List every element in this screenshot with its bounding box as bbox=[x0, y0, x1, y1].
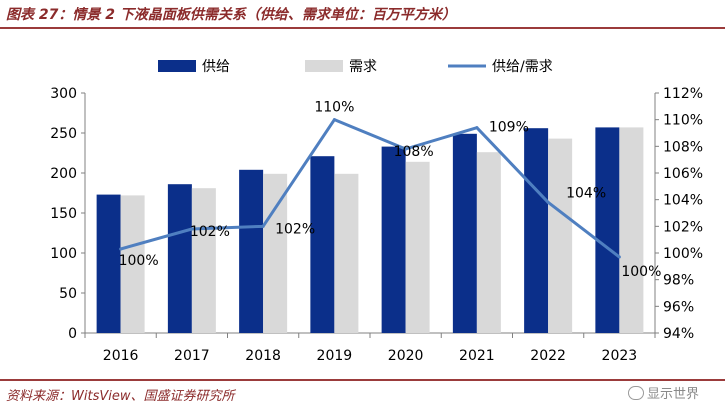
y-right-tick-label: 108% bbox=[663, 139, 703, 155]
legend-label: 需求 bbox=[349, 59, 377, 75]
ratio-point bbox=[190, 227, 194, 231]
y-right-tick-label: 102% bbox=[663, 219, 703, 235]
ratio-point bbox=[261, 224, 265, 228]
ratio-data-label: 100% bbox=[119, 253, 159, 269]
demand-bar bbox=[120, 195, 145, 333]
supply-bar bbox=[524, 128, 549, 333]
y-right-tick-label: 98% bbox=[663, 273, 694, 289]
watermark-text: 显示世界 bbox=[647, 387, 700, 402]
x-tick-label: 2021 bbox=[459, 348, 495, 364]
x-tick-label: 2019 bbox=[317, 348, 353, 364]
supply-bar bbox=[96, 194, 121, 333]
supply-bar bbox=[239, 169, 264, 333]
ratio-point bbox=[546, 200, 550, 204]
ratio-point bbox=[475, 126, 479, 130]
demand-bar bbox=[263, 173, 288, 333]
y-left-tick-label: 200 bbox=[50, 166, 77, 182]
ratio-point bbox=[404, 147, 408, 151]
legend-swatch bbox=[158, 60, 196, 72]
supply-bar bbox=[595, 127, 620, 334]
y-left-tick-label: 150 bbox=[50, 206, 77, 222]
demand-bar bbox=[405, 161, 430, 333]
wechat-icon bbox=[628, 386, 644, 400]
y-left-tick-label: 0 bbox=[68, 326, 77, 342]
supply-bar bbox=[381, 146, 406, 333]
y-right-tick-label: 112% bbox=[663, 86, 703, 102]
y-right-tick-label: 110% bbox=[663, 113, 703, 129]
ratio-data-label: 108% bbox=[394, 144, 434, 160]
x-tick-label: 2020 bbox=[388, 348, 424, 364]
y-right-tick-label: 100% bbox=[663, 246, 703, 262]
y-right-tick-label: 104% bbox=[663, 193, 703, 209]
legend-label: 供给/需求 bbox=[492, 59, 553, 75]
demand-bar bbox=[619, 127, 644, 334]
data-labels: 100% 102% 102% 110% 108% 109% 104% 100% bbox=[119, 100, 662, 280]
legend-label: 供给 bbox=[202, 59, 230, 75]
ratio-data-label: 100% bbox=[621, 264, 661, 280]
legend: 供给 需求 供给/需求 bbox=[158, 59, 553, 75]
y-left-tick-label: 300 bbox=[50, 86, 77, 102]
x-tick-label: 2022 bbox=[530, 348, 566, 364]
ratio-data-label: 104% bbox=[566, 185, 606, 201]
x-tick-label: 2016 bbox=[103, 348, 139, 364]
supply-bar bbox=[310, 156, 335, 333]
ratio-line-path bbox=[120, 118, 621, 259]
y-left-tick-label: 250 bbox=[50, 126, 77, 142]
x-tick-label: 2017 bbox=[174, 348, 210, 364]
top-divider bbox=[0, 27, 725, 29]
watermark: 显示世界 bbox=[628, 383, 699, 402]
ratio-point bbox=[332, 118, 336, 122]
ratio-data-label: 109% bbox=[489, 120, 529, 136]
y-right-tick-label: 106% bbox=[663, 166, 703, 182]
demand-bar bbox=[476, 152, 501, 333]
y-right-tick-label: 94% bbox=[663, 326, 694, 342]
y-left-tick-label: 100 bbox=[50, 246, 77, 262]
source-note: 资料来源：WitsView、国盛证券研究所 bbox=[6, 389, 235, 404]
supply-bar bbox=[167, 184, 192, 333]
supply-bar bbox=[452, 133, 477, 333]
ratio-point bbox=[617, 255, 621, 259]
demand-bar bbox=[548, 138, 573, 333]
demand-bar bbox=[191, 188, 216, 333]
y-left-tick-label: 50 bbox=[59, 286, 77, 302]
ratio-point bbox=[119, 247, 123, 251]
ratio-data-label: 102% bbox=[190, 224, 230, 240]
demand-bar bbox=[334, 173, 359, 333]
y-right-tick-label: 96% bbox=[663, 299, 694, 315]
x-tick-label: 2023 bbox=[602, 348, 638, 364]
x-tick-label: 2018 bbox=[245, 348, 281, 364]
legend-swatch bbox=[305, 60, 343, 72]
chart-title: 图表 27：情景 2 下液晶面板供需关系（供给、需求单位：百万平方米） bbox=[6, 7, 456, 23]
ratio-data-label: 110% bbox=[314, 100, 354, 116]
chart: 供给 需求 供给/需求 05010015020025030094%96%98%100… bbox=[50, 59, 703, 364]
ratio-data-label: 102% bbox=[275, 221, 315, 237]
ratio-line bbox=[119, 118, 621, 259]
bottom-divider bbox=[0, 379, 725, 381]
bars bbox=[96, 127, 644, 334]
